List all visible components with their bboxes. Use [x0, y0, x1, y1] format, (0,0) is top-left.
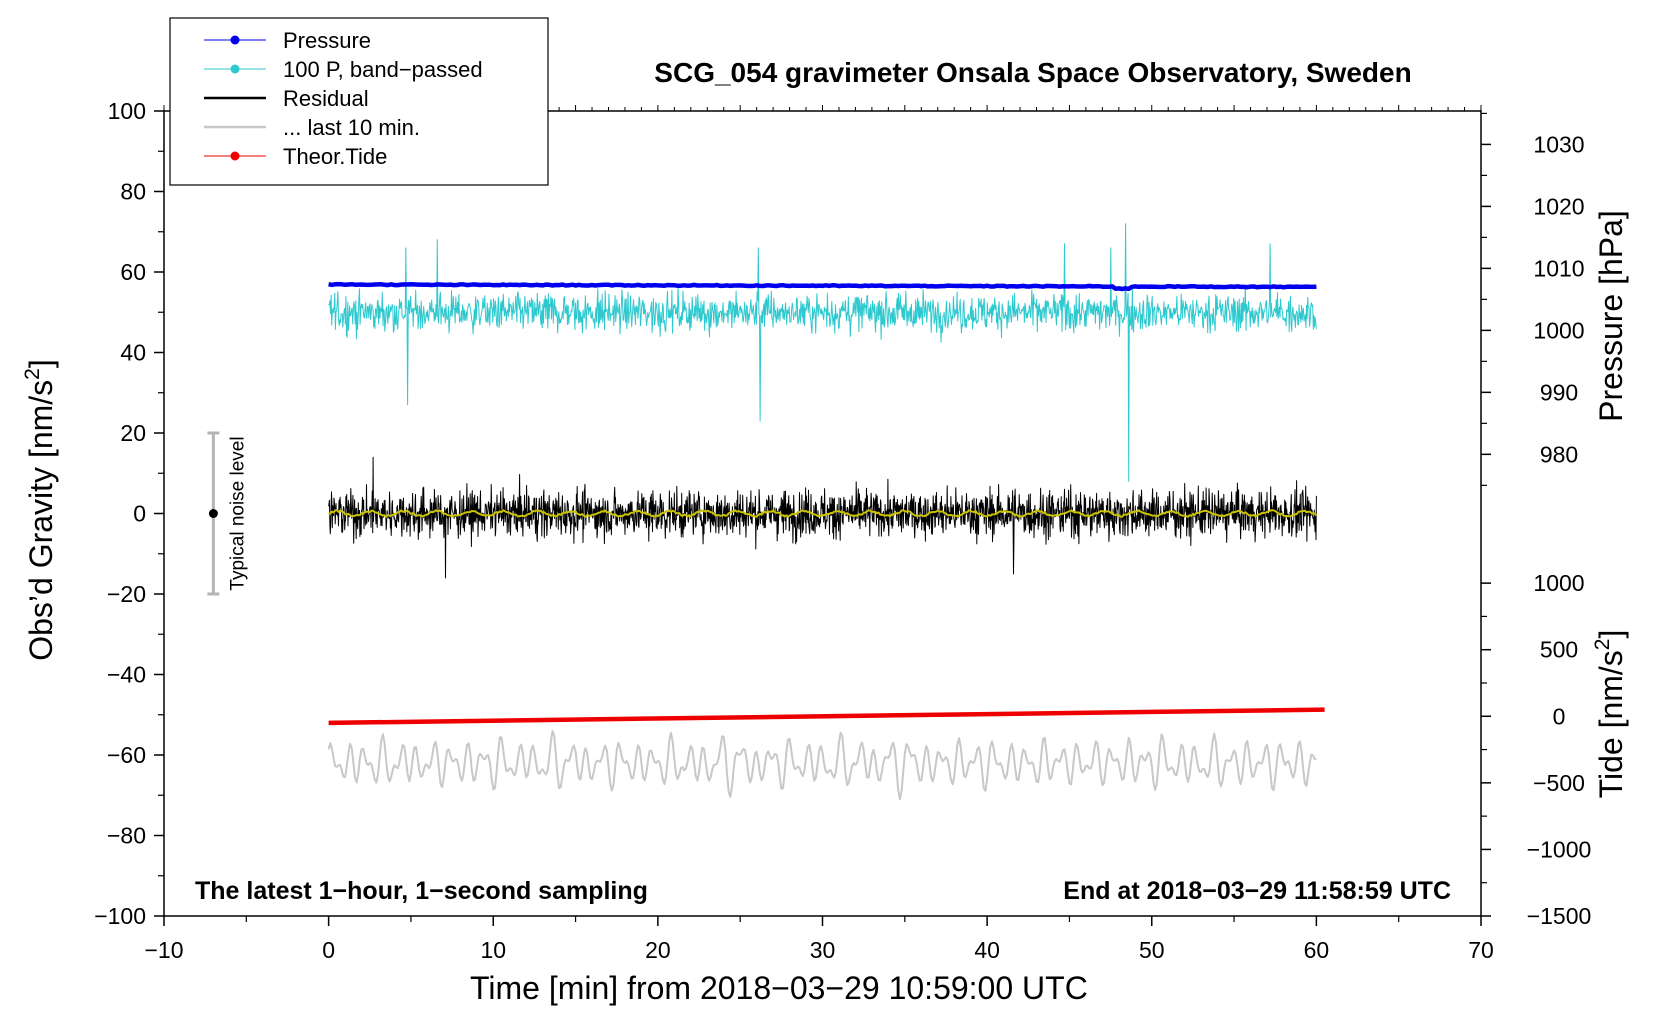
y-tick-label: 100	[108, 98, 146, 124]
y-tick-label: −100	[94, 903, 146, 929]
y-tick-label: −80	[107, 823, 146, 849]
x-tick-label: 60	[1304, 937, 1330, 963]
y-axis-left-title: Obs’d Gravity [nm/s2]	[21, 359, 59, 661]
legend-marker	[230, 64, 240, 74]
y-tick-label: 60	[120, 259, 146, 285]
series-theor-tide	[328, 707, 1325, 726]
pressure-tick-label: 990	[1540, 379, 1578, 405]
legend-label: Theor.Tide	[283, 144, 387, 169]
legend-item: ... last 10 min.	[204, 115, 420, 140]
tide-tick-label: −500	[1533, 770, 1585, 796]
y-tick-label: −20	[107, 581, 146, 607]
noise-bar-center-dot	[208, 509, 218, 518]
legend-label: ... last 10 min.	[283, 115, 420, 140]
tide-tick-label: −1000	[1527, 836, 1592, 862]
series-residual	[328, 456, 1317, 579]
legend-item: Residual	[204, 86, 369, 111]
x-tick-label: 20	[645, 937, 671, 963]
pressure-tick-label: 1020	[1533, 193, 1584, 219]
legend-marker	[230, 35, 240, 45]
legend-label: Pressure	[283, 28, 371, 53]
x-tick-label: 70	[1468, 937, 1494, 963]
x-tick-label: 0	[322, 937, 335, 963]
series-pressure	[328, 281, 1317, 292]
x-tick-label: 50	[1139, 937, 1165, 963]
series-last-10-min	[327, 730, 1317, 801]
legend-item: Theor.Tide	[204, 144, 387, 169]
y-tick-label: 80	[120, 179, 146, 205]
pressure-tick-label: 1010	[1533, 255, 1584, 281]
tide-tick-label: 500	[1540, 637, 1578, 663]
legend-label: 100 P, band−passed	[283, 57, 483, 82]
chart-title: SCG_054 gravimeter Onsala Space Observat…	[654, 57, 1411, 88]
legend-label: Residual	[283, 86, 369, 111]
annotation-latest-hour: The latest 1−hour, 1−second sampling	[195, 877, 648, 905]
x-tick-label: 10	[480, 937, 506, 963]
annotation-end-time: End at 2018−03−29 11:58:59 UTC	[1063, 877, 1451, 905]
legend-marker	[230, 151, 240, 161]
y-axis-pressure-title: Pressure [hPa]	[1593, 210, 1629, 422]
x-axis-title: Time [min] from 2018−03−29 10:59:00 UTC	[470, 970, 1088, 1006]
series-band-passed	[328, 223, 1317, 482]
x-tick-label: 30	[810, 937, 836, 963]
x-tick-label: −10	[144, 937, 183, 963]
pressure-tick-label: 980	[1540, 441, 1578, 467]
legend: Pressure 100 P, band−passed Residual ... la…	[169, 17, 549, 186]
y-tick-label: 0	[133, 501, 146, 527]
pressure-tick-label: 1000	[1533, 317, 1584, 343]
y-axis-tide-title: Tide [nm/s2]	[1591, 630, 1629, 799]
y-tick-label: −60	[107, 742, 146, 768]
y-tick-label: 40	[120, 340, 146, 366]
tide-tick-label: 0	[1553, 703, 1566, 729]
series-residual-smoothed	[328, 509, 1318, 518]
legend-item: Pressure	[204, 28, 371, 53]
noise-bar: Typical noise level	[207, 431, 248, 596]
x-tick-label: 40	[974, 937, 1000, 963]
tide-tick-label: −1500	[1527, 903, 1592, 929]
noise-bar-label: Typical noise level	[227, 436, 248, 590]
y-tick-label: −40	[107, 662, 146, 688]
y-tick-label: 20	[120, 420, 146, 446]
legend-item: 100 P, band−passed	[204, 57, 483, 82]
series-layer	[327, 223, 1325, 801]
pressure-tick-label: 1030	[1533, 131, 1584, 157]
tide-tick-label: 1000	[1533, 570, 1584, 596]
